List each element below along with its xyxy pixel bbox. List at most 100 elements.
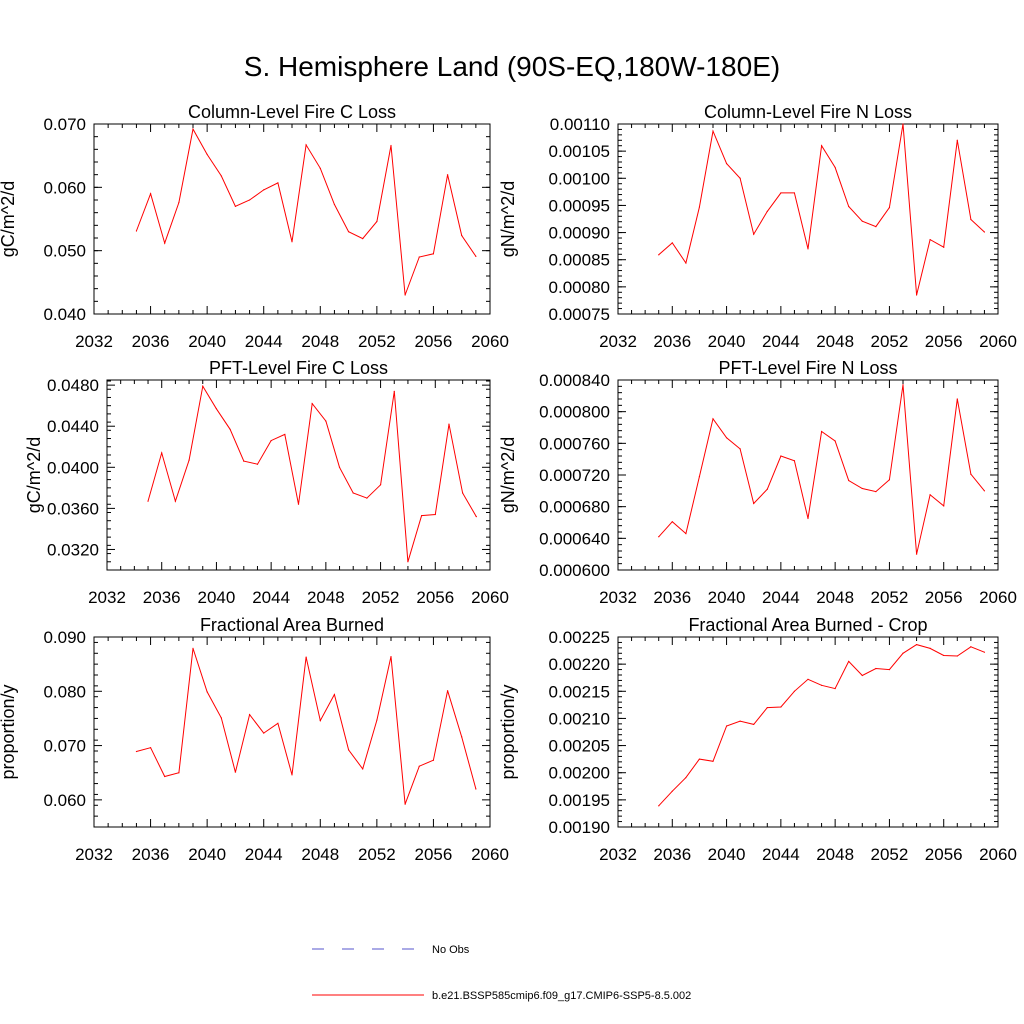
x-tick-label: 2056 [925, 588, 963, 607]
data-point [671, 790, 673, 792]
x-tick-label: 2060 [471, 588, 509, 607]
data-point [685, 777, 687, 779]
data-point [671, 242, 673, 244]
data-point [834, 440, 836, 442]
y-axis-label: gC/m^2/d [24, 437, 44, 513]
data-point [698, 206, 701, 208]
data-point [461, 736, 463, 738]
data-point [983, 490, 986, 492]
data-point [970, 646, 972, 648]
x-tick-label: 2060 [979, 332, 1017, 351]
y-tick-label: 0.00190 [549, 818, 610, 837]
data-point [698, 475, 701, 478]
data-point [820, 145, 823, 147]
data-point [848, 205, 850, 208]
data-point [685, 262, 687, 264]
panel-4: Fractional Area Burned proportion/y 2032 20… [0, 615, 509, 864]
data-point [739, 448, 741, 450]
data-point [418, 765, 420, 767]
data-point [780, 455, 782, 457]
x-tick-label: 2032 [75, 332, 113, 351]
x-tick-label: 2032 [599, 332, 637, 351]
data-point [319, 167, 321, 169]
x-tick-label: 2036 [132, 332, 170, 351]
data-point [215, 408, 218, 410]
y-tick-label: 0.00215 [549, 682, 610, 701]
x-tick-label: 2052 [871, 332, 909, 351]
x-tick-label: 2040 [708, 332, 746, 351]
data-point [902, 384, 904, 386]
x-tick-label: 2044 [245, 332, 283, 351]
series-line [136, 648, 477, 805]
data-point [820, 684, 823, 686]
x-tick-label: 2032 [599, 845, 637, 864]
y-axis-label: proportion/y [498, 684, 518, 779]
data-point [149, 747, 152, 749]
x-tick-label: 2048 [307, 588, 345, 607]
data-point [943, 246, 945, 248]
data-point [263, 732, 265, 734]
x-tick-label: 2048 [816, 845, 854, 864]
data-point [192, 647, 194, 650]
panel-5: Fractional Area Burned - Crop proportion/… [498, 615, 1017, 864]
y-axis-label: gN/m^2/d [498, 437, 518, 513]
data-point [220, 717, 222, 719]
data-point [766, 488, 768, 490]
data-point [161, 452, 163, 454]
data-point [766, 706, 768, 709]
y-tick-label: 0.0480 [47, 376, 99, 395]
data-point [352, 492, 354, 494]
data-point [861, 674, 863, 677]
data-point [658, 254, 660, 256]
data-point [291, 241, 293, 243]
data-point [248, 199, 251, 201]
data-point [807, 678, 809, 680]
data-point [149, 193, 152, 195]
data-point [234, 771, 237, 773]
data-point [333, 693, 336, 696]
data-point [725, 437, 728, 439]
x-tick-label: 2048 [816, 332, 854, 351]
data-point [263, 189, 265, 191]
x-tick-label: 2044 [252, 588, 290, 607]
legend-label-no-obs: No Obs [432, 944, 470, 956]
x-tick-label: 2056 [925, 332, 963, 351]
data-point [407, 561, 409, 563]
y-tick-label: 0.00085 [549, 251, 610, 270]
data-point [753, 502, 755, 505]
x-tick-label: 2036 [132, 845, 170, 864]
data-point [418, 256, 420, 258]
data-point [861, 487, 863, 490]
data-point [164, 242, 166, 244]
data-point [347, 749, 350, 751]
data-point [404, 294, 406, 296]
data-point [739, 177, 741, 179]
data-point [875, 667, 877, 670]
data-point [135, 750, 138, 753]
y-tick-label: 0.070 [43, 737, 86, 756]
data-point [135, 230, 138, 232]
data-point [834, 166, 836, 169]
y-tick-label: 0.050 [43, 242, 86, 261]
data-point [875, 491, 877, 493]
x-tick-label: 2052 [362, 588, 400, 607]
series-line [135, 127, 477, 296]
data-point [807, 517, 809, 520]
data-point [434, 513, 436, 516]
y-tick-label: 0.0320 [47, 540, 99, 559]
data-point [421, 514, 423, 517]
data-point [780, 192, 782, 194]
data-point [147, 500, 149, 502]
panel-title: Column-Level Fire C Loss [188, 102, 396, 122]
data-point [390, 144, 392, 147]
data-point [929, 494, 931, 496]
data-point [291, 774, 293, 776]
data-point [725, 163, 728, 165]
y-axis-label: gN/m^2/d [498, 181, 518, 257]
x-tick-label: 2060 [471, 332, 509, 351]
data-point [270, 439, 272, 442]
x-tick-label: 2048 [301, 845, 339, 864]
data-point [943, 654, 945, 657]
y-tick-label: 0.060 [43, 178, 86, 197]
